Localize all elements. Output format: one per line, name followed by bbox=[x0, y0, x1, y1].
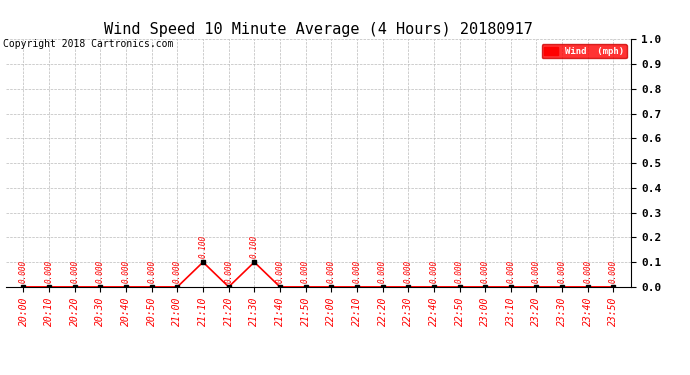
Text: Copyright 2018 Cartronics.com: Copyright 2018 Cartronics.com bbox=[3, 39, 174, 50]
Text: 0.000: 0.000 bbox=[558, 260, 566, 283]
Text: 0.000: 0.000 bbox=[404, 260, 413, 283]
Legend: Wind  (mph): Wind (mph) bbox=[542, 44, 627, 58]
Text: 0.000: 0.000 bbox=[224, 260, 233, 283]
Text: 0.000: 0.000 bbox=[173, 260, 182, 283]
Text: 0.000: 0.000 bbox=[121, 260, 130, 283]
Text: 0.000: 0.000 bbox=[532, 260, 541, 283]
Text: 0.000: 0.000 bbox=[429, 260, 438, 283]
Text: 0.000: 0.000 bbox=[45, 260, 54, 283]
Title: Wind Speed 10 Minute Average (4 Hours) 20180917: Wind Speed 10 Minute Average (4 Hours) 2… bbox=[104, 22, 533, 37]
Text: 0.000: 0.000 bbox=[96, 260, 105, 283]
Text: 0.000: 0.000 bbox=[455, 260, 464, 283]
Text: 0.000: 0.000 bbox=[301, 260, 310, 283]
Text: 0.000: 0.000 bbox=[378, 260, 387, 283]
Text: 0.100: 0.100 bbox=[250, 235, 259, 258]
Text: 0.000: 0.000 bbox=[506, 260, 515, 283]
Text: 0.000: 0.000 bbox=[19, 260, 28, 283]
Text: 0.000: 0.000 bbox=[609, 260, 618, 283]
Text: 0.000: 0.000 bbox=[275, 260, 284, 283]
Text: 0.000: 0.000 bbox=[353, 260, 362, 283]
Text: 0.000: 0.000 bbox=[70, 260, 79, 283]
Text: 0.000: 0.000 bbox=[147, 260, 156, 283]
Text: 0.000: 0.000 bbox=[481, 260, 490, 283]
Text: 0.000: 0.000 bbox=[583, 260, 592, 283]
Text: 0.100: 0.100 bbox=[199, 235, 208, 258]
Text: 0.000: 0.000 bbox=[327, 260, 336, 283]
